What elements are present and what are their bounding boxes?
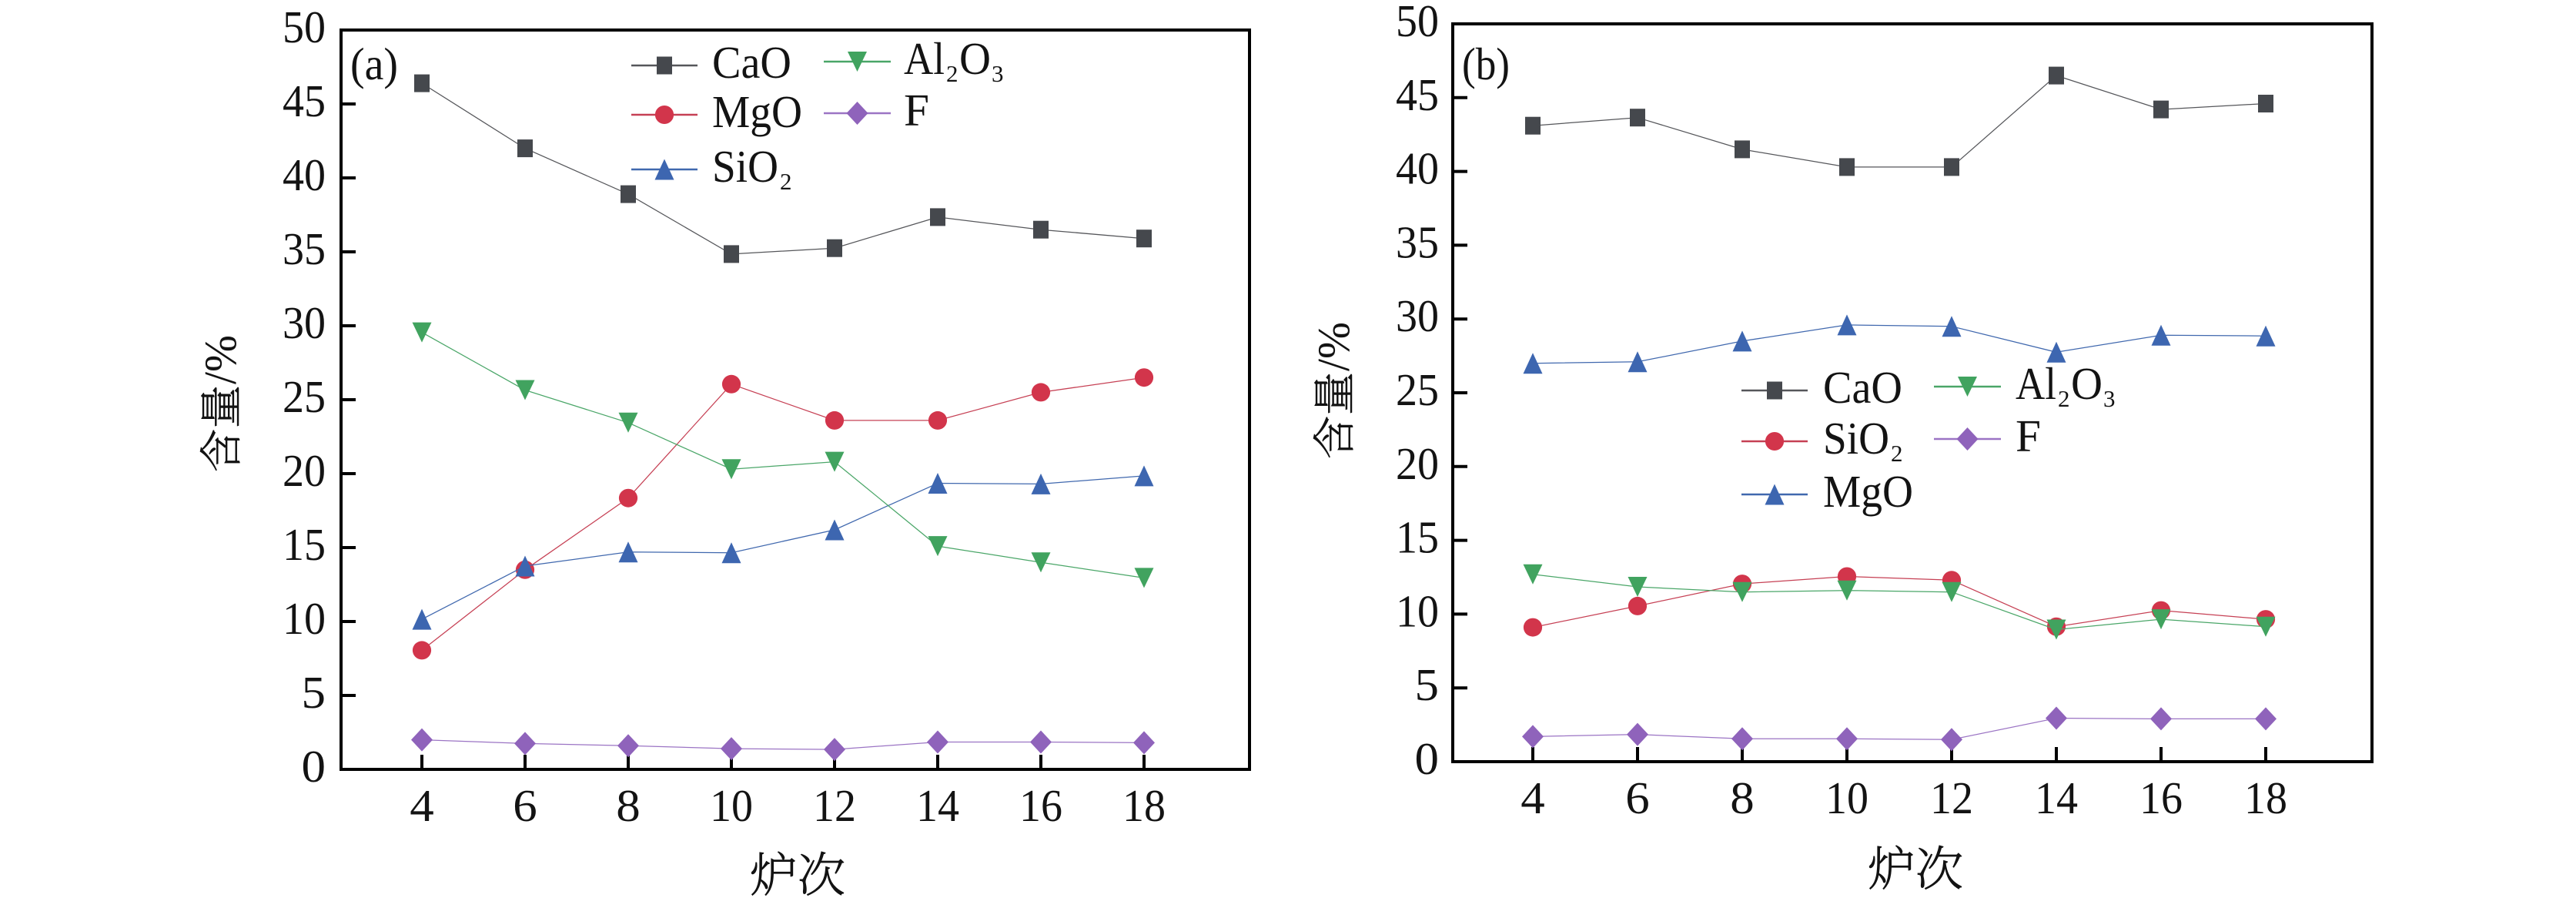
svg-text:4: 4: [410, 780, 434, 831]
svg-text:35: 35: [1396, 216, 1439, 267]
svg-text:50: 50: [1396, 0, 1439, 46]
svg-text:20: 20: [283, 445, 326, 496]
svg-text:2: 2: [1891, 440, 1903, 467]
svg-text:Al: Al: [904, 33, 945, 84]
svg-text:10: 10: [1825, 772, 1868, 823]
svg-text:O: O: [959, 33, 991, 84]
svg-text:5: 5: [302, 667, 326, 718]
svg-text:45: 45: [1396, 69, 1439, 120]
svg-text:MgO: MgO: [712, 86, 802, 137]
svg-text:10: 10: [710, 780, 753, 831]
svg-text:25: 25: [1396, 364, 1439, 415]
svg-text:40: 40: [1396, 143, 1439, 194]
svg-text:0: 0: [302, 741, 326, 792]
svg-text:2: 2: [2058, 385, 2070, 412]
svg-text:12: 12: [1930, 772, 1973, 823]
svg-text:14: 14: [916, 780, 959, 831]
svg-text:(b): (b): [1462, 39, 1510, 89]
svg-text:45: 45: [283, 75, 326, 126]
svg-text:15: 15: [1396, 512, 1439, 563]
svg-text:10: 10: [1396, 585, 1439, 636]
svg-text:3: 3: [2103, 385, 2116, 412]
svg-text:(a): (a): [350, 39, 398, 89]
svg-text:15: 15: [283, 519, 326, 570]
svg-text:8: 8: [616, 780, 641, 831]
svg-text:MgO: MgO: [1823, 466, 1913, 517]
svg-text:2: 2: [946, 60, 958, 87]
svg-text:6: 6: [1625, 772, 1650, 823]
svg-text:4: 4: [1521, 772, 1545, 823]
svg-text:30: 30: [1396, 290, 1439, 341]
svg-text:12: 12: [813, 780, 856, 831]
svg-text:40: 40: [283, 149, 326, 200]
svg-text:30: 30: [283, 297, 326, 348]
svg-text:0: 0: [1415, 733, 1440, 784]
svg-text:5: 5: [1415, 659, 1440, 710]
svg-text:6: 6: [513, 780, 537, 831]
svg-text:CaO: CaO: [712, 37, 791, 88]
svg-text:8: 8: [1730, 772, 1755, 823]
svg-text:16: 16: [2139, 772, 2183, 823]
svg-text:SiO: SiO: [1823, 413, 1889, 464]
svg-text:2: 2: [780, 168, 792, 195]
svg-text:/%: /%: [195, 335, 246, 384]
svg-text:F: F: [2016, 410, 2041, 461]
svg-text:O: O: [2071, 358, 2103, 409]
svg-text:25: 25: [283, 371, 326, 422]
svg-text:50: 50: [283, 2, 326, 52]
svg-text:CaO: CaO: [1823, 362, 1902, 413]
svg-text:/%: /%: [1308, 322, 1359, 371]
svg-text:20: 20: [1396, 438, 1439, 489]
svg-text:F: F: [904, 85, 929, 136]
svg-text:Al: Al: [2016, 358, 2056, 409]
svg-text:16: 16: [1019, 780, 1062, 831]
svg-text:18: 18: [1122, 780, 1166, 831]
svg-text:3: 3: [992, 60, 1004, 87]
svg-text:14: 14: [2035, 772, 2078, 823]
svg-text:10: 10: [283, 593, 326, 644]
svg-text:SiO: SiO: [712, 141, 778, 192]
svg-text:35: 35: [283, 223, 326, 274]
svg-text:18: 18: [2244, 772, 2287, 823]
